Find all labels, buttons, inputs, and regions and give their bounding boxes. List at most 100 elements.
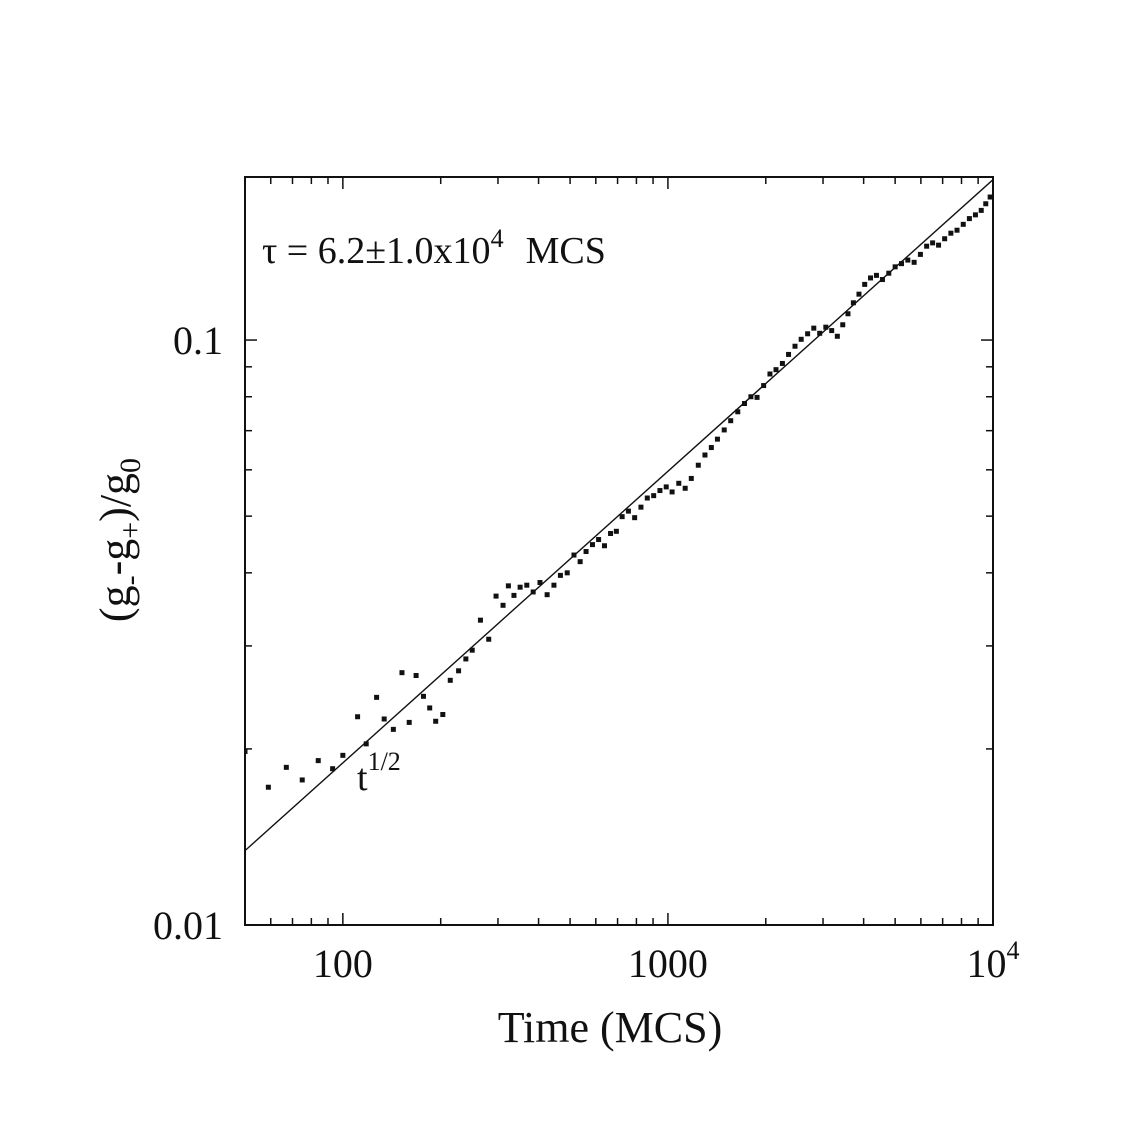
data-point xyxy=(978,207,984,213)
data-point xyxy=(676,480,682,486)
data-point xyxy=(873,272,879,278)
data-point xyxy=(917,251,923,257)
svg-text:(g--g+)/g0: (g--g+)/g0 xyxy=(91,458,147,622)
data-point xyxy=(381,716,387,722)
annotation-sup: 4 xyxy=(491,224,504,253)
data-point xyxy=(638,504,644,510)
y-tick-label: 0.1 xyxy=(173,318,223,363)
data-point xyxy=(433,718,439,724)
data-point xyxy=(682,485,688,491)
annotation-tau: τ = 6.2±1.0x104 MCS xyxy=(262,224,606,272)
data-point xyxy=(511,592,517,598)
x-tick-label: 104 xyxy=(967,936,1020,986)
data-point xyxy=(596,537,602,543)
data-point xyxy=(805,331,811,337)
data-point xyxy=(792,343,798,349)
data-point xyxy=(505,583,511,589)
data-point xyxy=(564,570,570,576)
data-point xyxy=(544,592,550,598)
data-point xyxy=(767,371,773,377)
data-point xyxy=(601,543,607,549)
ylabel-mid: -g xyxy=(91,539,140,576)
x-tick-label-sup: 4 xyxy=(1007,936,1020,965)
ylabel-sub-minus: - xyxy=(114,575,147,585)
data-point xyxy=(898,261,904,267)
data-point xyxy=(477,617,483,623)
data-point xyxy=(583,549,589,555)
data-point xyxy=(420,693,426,699)
data-point xyxy=(748,394,754,400)
x-tick-label: 1000 xyxy=(628,941,708,986)
data-point xyxy=(924,243,930,249)
fit-label-base: t xyxy=(357,757,368,799)
data-point xyxy=(948,230,954,236)
data-point xyxy=(773,367,779,373)
data-point xyxy=(613,528,619,534)
data-point xyxy=(340,752,346,758)
data-point xyxy=(850,300,856,306)
data-point xyxy=(657,488,663,494)
data-point xyxy=(456,668,462,674)
data-point xyxy=(708,445,714,451)
data-point xyxy=(840,322,846,328)
y-axis-title: (g--g+)/g0 xyxy=(91,458,147,622)
data-point xyxy=(761,383,767,389)
data-point xyxy=(374,694,380,700)
data-point xyxy=(589,542,595,548)
data-point xyxy=(856,291,862,297)
data-point xyxy=(879,277,885,283)
data-point xyxy=(330,766,336,772)
data-point xyxy=(619,514,625,520)
data-point xyxy=(834,333,840,339)
data-point xyxy=(811,325,817,331)
data-point xyxy=(966,216,972,222)
data-point xyxy=(786,351,792,357)
data-point xyxy=(930,240,936,246)
data-point xyxy=(728,418,734,424)
data-point xyxy=(390,726,396,732)
data-point xyxy=(557,572,563,578)
data-point xyxy=(714,436,720,442)
data-point xyxy=(427,705,433,711)
data-point xyxy=(537,580,543,586)
data-point xyxy=(355,714,361,720)
data-point xyxy=(644,495,650,501)
x-tick-label: 100 xyxy=(313,941,373,986)
data-point xyxy=(493,593,499,599)
data-point xyxy=(911,259,917,265)
data-point xyxy=(524,582,530,588)
ylabel-open: (g xyxy=(91,585,140,622)
x-axis-title: Time (MCS) xyxy=(498,1003,723,1052)
data-point xyxy=(315,758,321,764)
data-point xyxy=(245,748,248,754)
axis-ticks xyxy=(244,177,994,926)
data-point xyxy=(823,324,829,330)
ylabel-sub-zero: 0 xyxy=(114,458,147,473)
data-point xyxy=(530,589,536,595)
data-point xyxy=(265,784,271,790)
data-point xyxy=(688,475,694,481)
data-point xyxy=(447,677,453,683)
data-point xyxy=(413,673,419,679)
data-point xyxy=(399,670,405,676)
ylabel-close: )/g xyxy=(91,473,140,522)
data-point xyxy=(551,582,557,588)
data-point xyxy=(987,194,993,200)
data-point xyxy=(500,602,506,608)
data-point xyxy=(892,264,898,270)
data-point xyxy=(798,336,804,342)
data-point xyxy=(283,764,289,770)
annotation-suffix: MCS xyxy=(526,230,606,272)
ylabel-sub-plus: + xyxy=(114,522,147,539)
data-point xyxy=(517,584,523,590)
data-point xyxy=(571,552,577,558)
data-point xyxy=(440,712,446,718)
fit-line xyxy=(245,179,993,852)
data-point xyxy=(942,236,948,242)
data-point xyxy=(632,515,638,521)
x-tick-label-base: 10 xyxy=(967,941,1007,986)
data-point xyxy=(845,311,851,317)
data-point xyxy=(735,409,741,415)
annotation-text: τ = 6.2±1.0x10 xyxy=(262,230,491,272)
data-point xyxy=(299,777,305,783)
